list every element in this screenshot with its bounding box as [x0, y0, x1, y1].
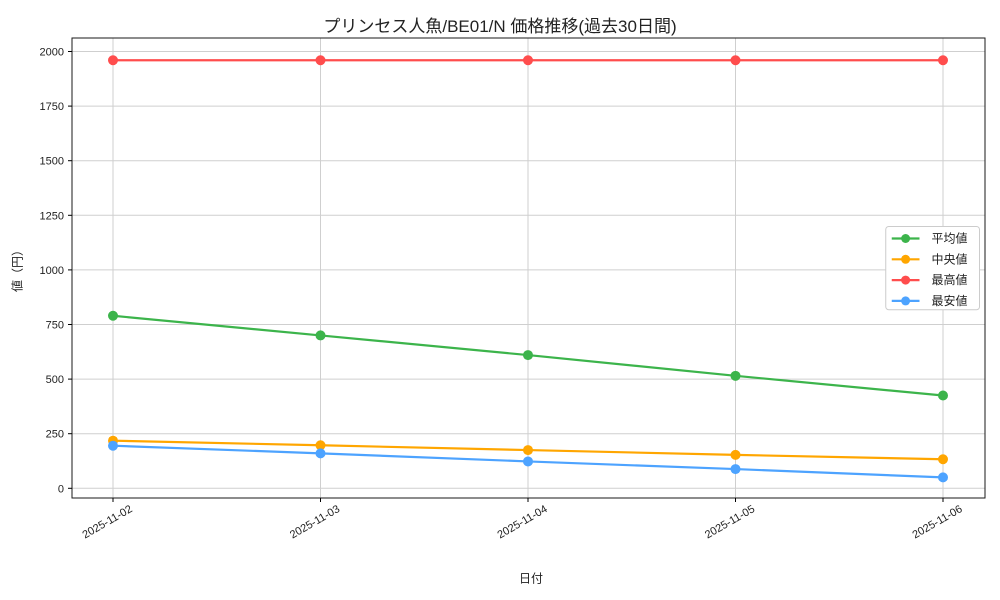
svg-text:中央値: 中央値	[932, 251, 968, 266]
svg-text:1000: 1000	[40, 265, 64, 277]
svg-text:0: 0	[58, 483, 64, 495]
svg-text:2025-11-06: 2025-11-06	[910, 503, 964, 541]
svg-text:2025-11-04: 2025-11-04	[495, 503, 549, 541]
svg-text:2025-11-03: 2025-11-03	[288, 503, 342, 541]
svg-text:2000: 2000	[40, 47, 64, 59]
svg-text:1750: 1750	[40, 101, 64, 113]
svg-text:250: 250	[46, 429, 64, 441]
svg-text:最高値: 最高値	[932, 272, 968, 287]
svg-text:1500: 1500	[40, 156, 64, 168]
svg-text:500: 500	[46, 374, 64, 386]
svg-text:平均値: 平均値	[932, 231, 968, 246]
svg-text:750: 750	[46, 320, 64, 332]
svg-text:2025-11-05: 2025-11-05	[703, 503, 757, 541]
svg-text:1250: 1250	[40, 210, 64, 222]
svg-text:最安値: 最安値	[932, 293, 968, 308]
svg-text:2025-11-02: 2025-11-02	[80, 503, 134, 541]
